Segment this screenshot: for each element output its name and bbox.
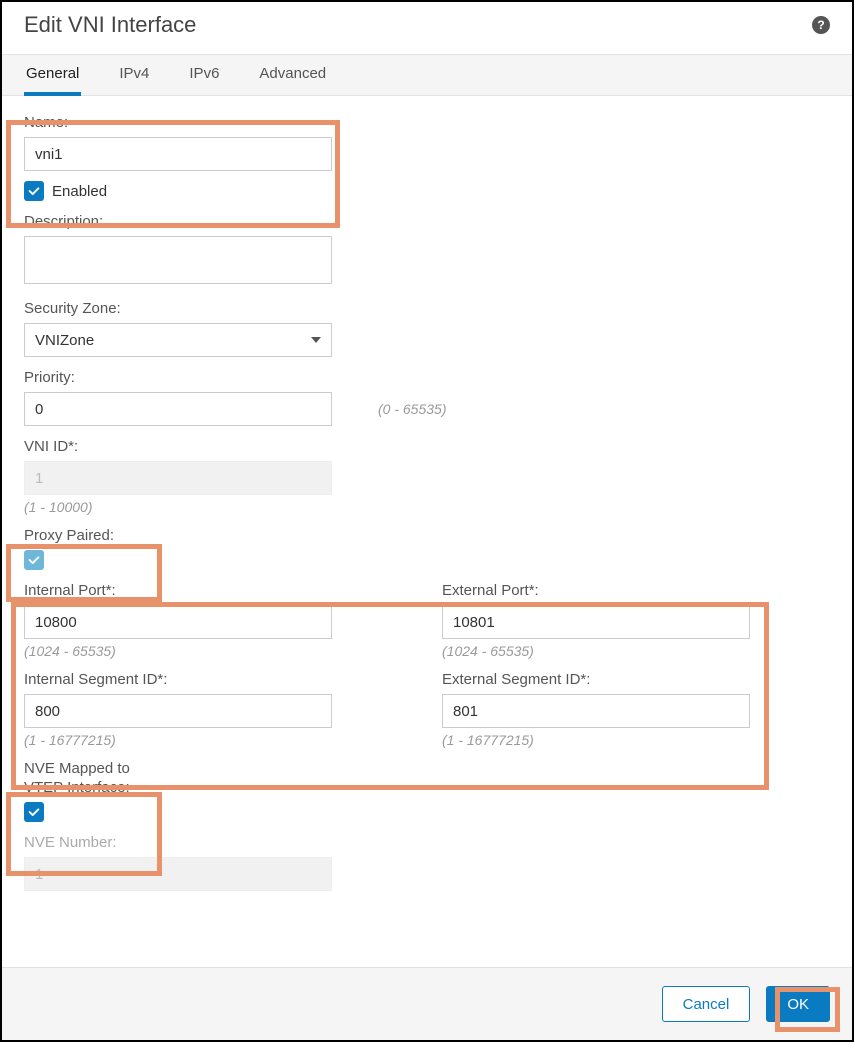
security-zone-value: VNIZone xyxy=(35,332,94,349)
internal-port-hint: (1024 - 65535) xyxy=(24,643,332,659)
priority-label: Priority: xyxy=(24,369,830,386)
nve-number-input xyxy=(24,857,332,891)
field-nve-mapped: NVE Mapped to VTEP Interface: xyxy=(24,760,830,822)
nve-mapped-label-1: NVE Mapped to xyxy=(24,760,830,777)
cancel-button[interactable]: Cancel xyxy=(662,986,751,1022)
external-port-input[interactable] xyxy=(442,605,750,639)
tab-ipv4[interactable]: IPv4 xyxy=(117,55,151,96)
ok-button[interactable]: OK xyxy=(766,986,830,1022)
tab-ipv6[interactable]: IPv6 xyxy=(187,55,221,96)
external-port-hint: (1024 - 65535) xyxy=(442,643,750,659)
field-external-segment: External Segment ID*: (1 - 16777215) xyxy=(442,671,750,748)
chevron-down-icon xyxy=(311,337,321,343)
description-input[interactable] xyxy=(24,236,332,284)
vni-id-label: VNI ID*: xyxy=(24,438,830,455)
field-internal-port: Internal Port*: (1024 - 65535) xyxy=(24,582,332,659)
field-proxy-paired: Proxy Paired: xyxy=(24,527,830,570)
row-ports: Internal Port*: (1024 - 65535) External … xyxy=(24,582,830,659)
priority-input[interactable] xyxy=(24,392,332,426)
footer: Cancel OK xyxy=(2,967,852,1040)
enabled-row: Enabled xyxy=(24,181,830,201)
enabled-checkbox[interactable] xyxy=(24,181,44,201)
field-nve-number: NVE Number: xyxy=(24,834,830,891)
check-icon xyxy=(27,184,41,198)
nve-number-label: NVE Number: xyxy=(24,834,830,851)
priority-hint: (0 - 65535) xyxy=(378,401,446,417)
nve-mapped-label-2: VTEP Interface: xyxy=(24,779,830,796)
field-description: Description: xyxy=(24,213,830,288)
field-vni-id: VNI ID*: (1 - 10000) xyxy=(24,438,830,515)
external-segment-label: External Segment ID*: xyxy=(442,671,750,688)
field-security-zone: Security Zone: VNIZone xyxy=(24,300,830,357)
external-port-label: External Port*: xyxy=(442,582,750,599)
row-segments: Internal Segment ID*: (1 - 16777215) Ext… xyxy=(24,671,830,748)
field-internal-segment: Internal Segment ID*: (1 - 16777215) xyxy=(24,671,332,748)
content-area: Name: Enabled Description: Security Zone… xyxy=(2,96,852,967)
tabs: General IPv4 IPv6 Advanced xyxy=(2,54,852,96)
field-external-port: External Port*: (1024 - 65535) xyxy=(442,582,750,659)
proxy-paired-checkbox[interactable] xyxy=(24,550,44,570)
edit-vni-dialog: Edit VNI Interface ? General IPv4 IPv6 A… xyxy=(0,0,854,1042)
external-segment-input[interactable] xyxy=(442,694,750,728)
internal-port-input[interactable] xyxy=(24,605,332,639)
name-input[interactable] xyxy=(24,137,332,171)
internal-port-label: Internal Port*: xyxy=(24,582,332,599)
vni-id-hint: (1 - 10000) xyxy=(24,499,830,515)
help-icon[interactable]: ? xyxy=(812,16,830,34)
field-priority: Priority: (0 - 65535) xyxy=(24,369,830,426)
internal-segment-label: Internal Segment ID*: xyxy=(24,671,332,688)
tab-general[interactable]: General xyxy=(24,55,81,96)
nve-mapped-checkbox[interactable] xyxy=(24,802,44,822)
check-icon xyxy=(27,805,41,819)
vni-id-input xyxy=(24,461,332,495)
check-icon xyxy=(27,553,41,567)
proxy-paired-label: Proxy Paired: xyxy=(24,527,830,544)
security-zone-label: Security Zone: xyxy=(24,300,830,317)
security-zone-select[interactable]: VNIZone xyxy=(24,323,332,357)
internal-segment-hint: (1 - 16777215) xyxy=(24,732,332,748)
internal-segment-input[interactable] xyxy=(24,694,332,728)
description-label: Description: xyxy=(24,213,830,230)
enabled-label: Enabled xyxy=(52,183,107,200)
tab-advanced[interactable]: Advanced xyxy=(257,55,328,96)
dialog-title: Edit VNI Interface xyxy=(24,12,196,38)
field-name: Name: Enabled xyxy=(24,114,830,201)
external-segment-hint: (1 - 16777215) xyxy=(442,732,750,748)
name-label: Name: xyxy=(24,114,830,131)
title-bar: Edit VNI Interface ? xyxy=(2,2,852,54)
